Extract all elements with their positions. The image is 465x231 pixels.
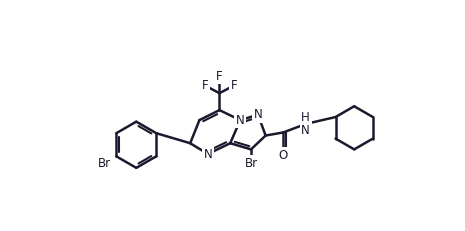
Text: N: N	[204, 148, 212, 161]
Text: N: N	[236, 114, 245, 127]
Text: F: F	[231, 79, 238, 92]
Text: H: H	[301, 111, 310, 124]
Text: Br: Br	[245, 157, 258, 170]
Text: Br: Br	[98, 157, 111, 170]
Text: F: F	[216, 70, 223, 83]
Text: N: N	[253, 108, 262, 121]
Text: H
N: H N	[301, 110, 310, 138]
Text: O: O	[279, 149, 288, 162]
Text: N: N	[301, 124, 310, 137]
Text: F: F	[201, 79, 208, 92]
